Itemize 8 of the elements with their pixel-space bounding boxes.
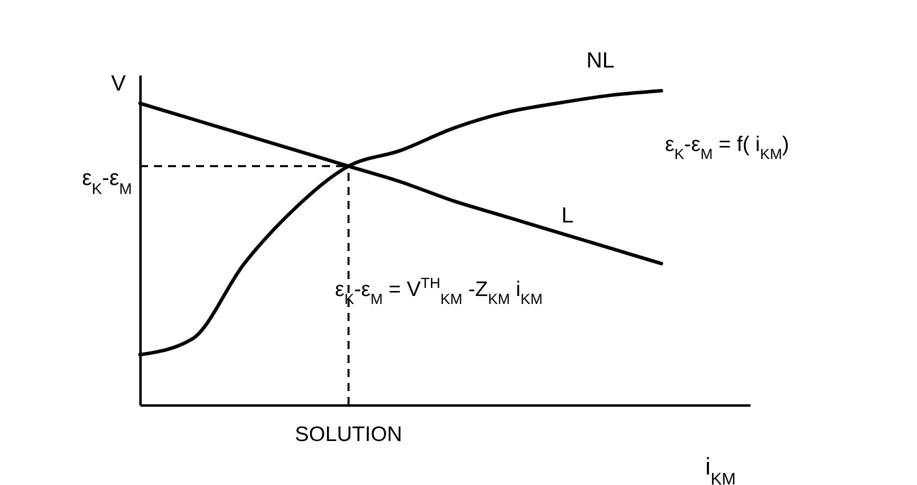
x-axis-title: i$_{KM}$: [705, 454, 736, 485]
ref-line-label: ε$_{K}$-ε$_{M}$: [82, 165, 132, 198]
y-axis-title: V: [111, 70, 126, 96]
series-label: L: [561, 202, 574, 228]
annotation: ε$_{K}$-ε$_{M}$ = f( i$_{KM}$): [665, 133, 790, 163]
text: ε$_{K}$-ε$_{M}$ = V$^{TH}$$_{KM}$ -Z$_{KM}$ i$_{KM}$: [335, 276, 543, 308]
text: SOLUTION: [294, 423, 402, 446]
series-label: NL: [586, 48, 614, 73]
